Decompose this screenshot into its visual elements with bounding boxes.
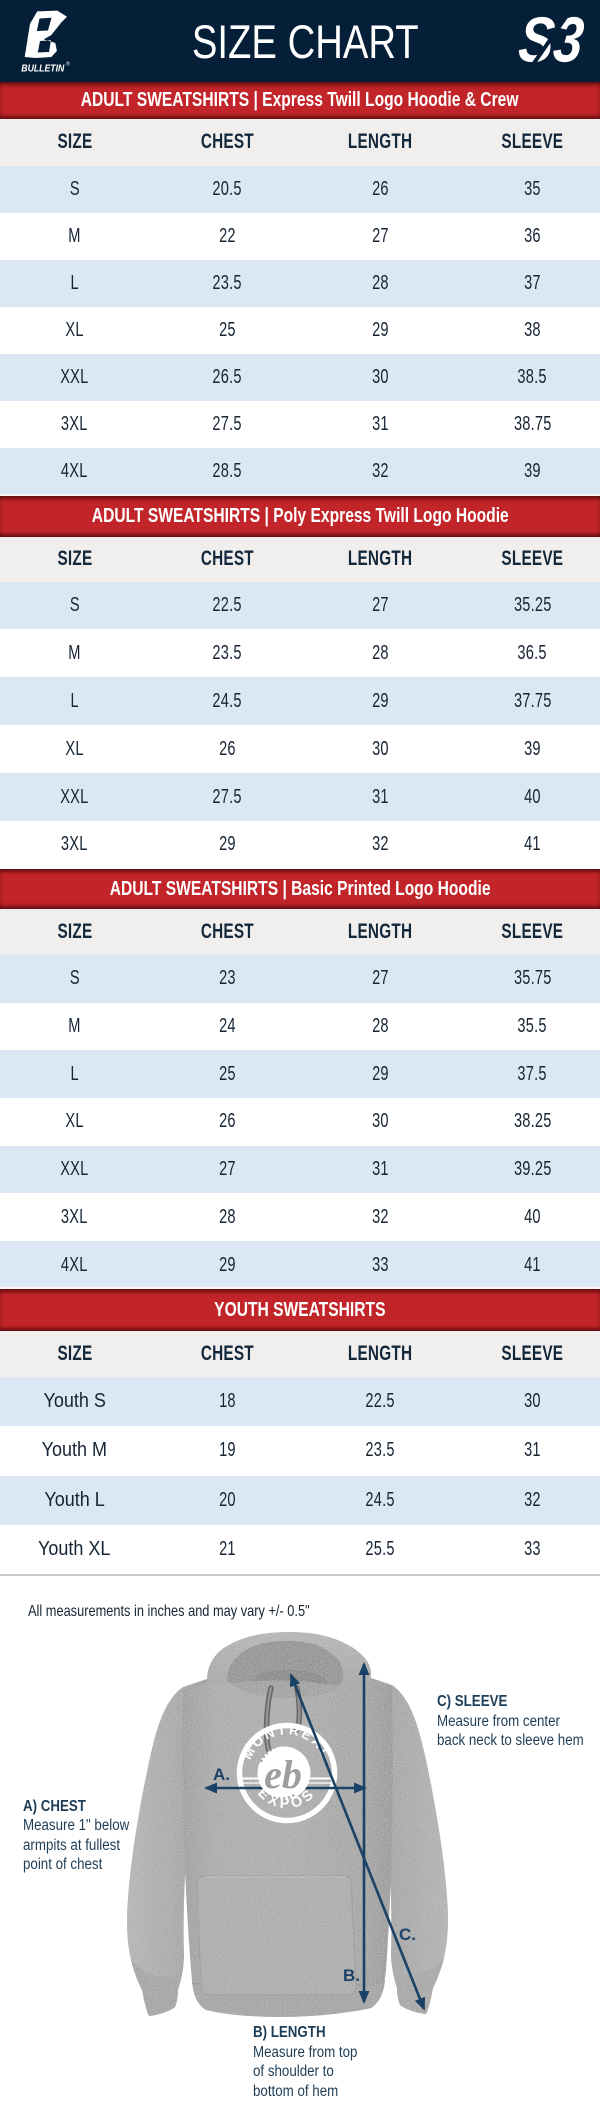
svg-text:A.: A. [213, 1765, 230, 1784]
svg-text:C.: C. [399, 1925, 416, 1944]
svg-text:®: ® [66, 61, 70, 68]
svg-text:B.: B. [343, 1966, 360, 1985]
svg-text:eb: eb [264, 1752, 302, 1797]
svg-text:BULLETIN: BULLETIN [21, 64, 65, 75]
